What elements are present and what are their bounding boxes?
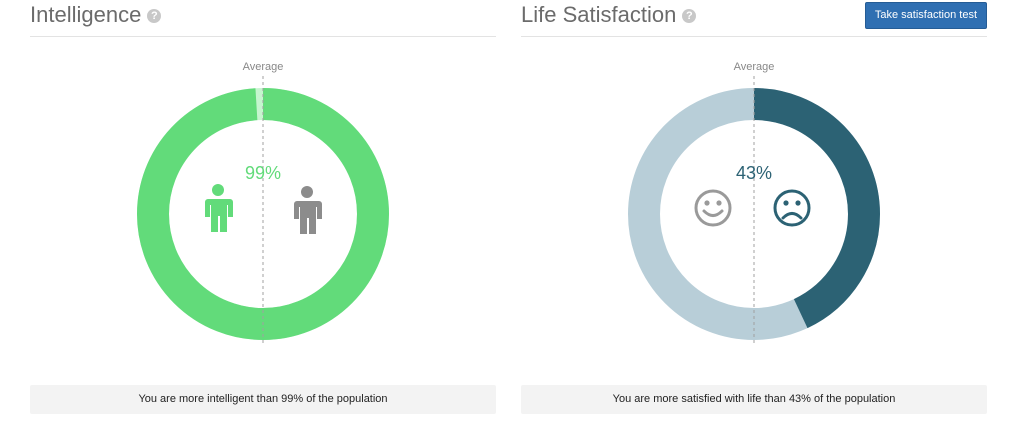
question-circle-icon[interactable]: ? [147, 9, 162, 23]
sad-face-icon [773, 189, 811, 227]
life-satisfaction-percentile: 43% [735, 163, 773, 183]
life-satisfaction-caption: You are more satisfied with life than 43… [521, 385, 987, 414]
person-icon-green [205, 184, 233, 232]
intelligence-title: Intelligence? [30, 1, 162, 29]
intelligence-header: Intelligence? [30, 0, 496, 37]
smiley-face-icon [694, 189, 732, 227]
life-satisfaction-title: Life Satisfaction? [521, 1, 697, 29]
take-satisfaction-test-button[interactable]: Take satisfaction test [864, 2, 987, 29]
intelligence-donut [137, 76, 389, 346]
intelligence-panel: Intelligence? Average 99% You are more i… [30, 0, 496, 431]
life-satisfaction-donut [628, 76, 880, 346]
average-label: Average [733, 61, 775, 73]
life-satisfaction-header: Life Satisfaction? Take satisfaction tes… [521, 0, 987, 37]
intelligence-title-text: Intelligence [30, 2, 142, 27]
question-circle-icon[interactable]: ? [682, 9, 697, 23]
donut-value-segment [628, 88, 880, 340]
intelligence-percentile: 99% [244, 163, 282, 183]
person-icon-gray [294, 186, 322, 234]
average-label: Average [242, 61, 284, 73]
life-satisfaction-title-text: Life Satisfaction [521, 2, 677, 27]
intelligence-caption: You are more intelligent than 99% of the… [30, 385, 496, 414]
life-satisfaction-panel: Life Satisfaction? Take satisfaction tes… [521, 0, 987, 431]
